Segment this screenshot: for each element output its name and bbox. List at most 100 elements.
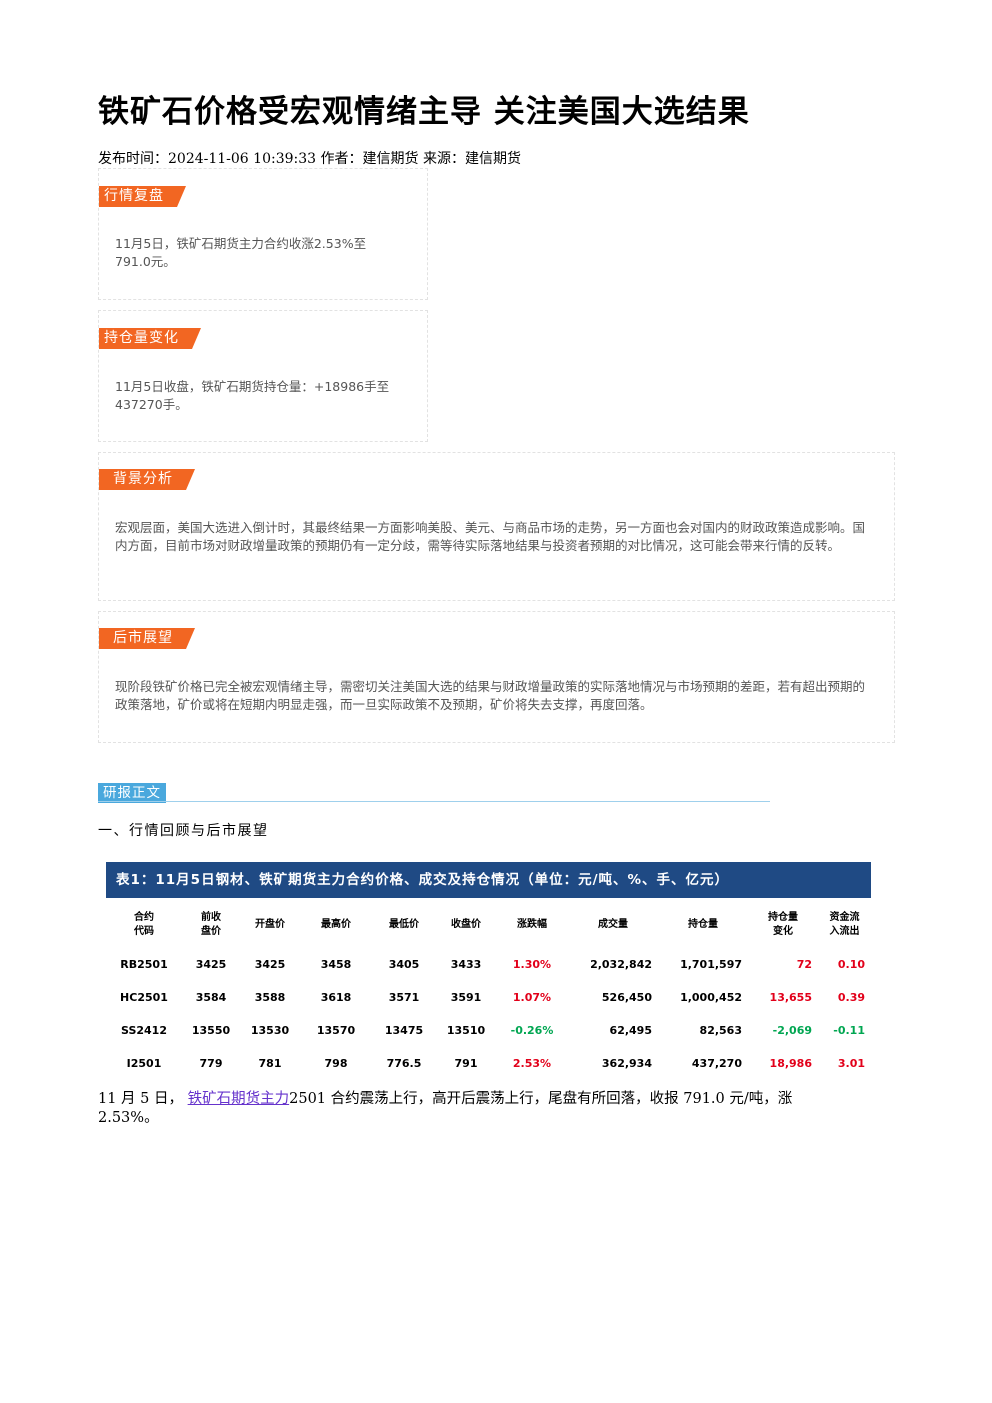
position-change-line-1: 11月5日收盘，铁矿石期货持仓量：+18986手至 bbox=[115, 379, 390, 394]
outlook-tag: 后市展望 bbox=[99, 628, 195, 649]
position-change-tag: 持仓量变化 bbox=[99, 328, 201, 349]
table-cell-high: 3458 bbox=[320, 958, 352, 971]
table-cell-low: 3571 bbox=[388, 991, 420, 1004]
table-cell-prev: 3425 bbox=[195, 958, 227, 971]
table-header-text: 盘价 bbox=[201, 926, 221, 937]
position-change-text: 11月5日收盘，铁矿石期货持仓量：+18986手至 437270手。 bbox=[115, 378, 415, 413]
table-header-text: 持仓量 bbox=[768, 912, 798, 923]
table-cell-open: 781 bbox=[258, 1057, 282, 1070]
table-cell-code: HC2501 bbox=[120, 991, 168, 1004]
table-header-cell: 涨跌幅 bbox=[496, 902, 568, 948]
table-header-text: 资金流 bbox=[829, 912, 860, 923]
table-cell-oi: 437,270 bbox=[691, 1057, 742, 1070]
report-body-tag: 研报正文 bbox=[98, 783, 166, 803]
table-cell-close: 3433 bbox=[450, 958, 482, 971]
table-cell-code: SS2412 bbox=[121, 1024, 167, 1037]
table-header-text: 入流出 bbox=[829, 926, 860, 937]
outlook-box: 后市展望 现阶段铁矿价格已完全被宏观情绪主导，需密切关注美国大选的结果与财政增量… bbox=[98, 611, 895, 743]
table-cell-chg: 1.30% bbox=[512, 958, 552, 971]
position-change-box: 持仓量变化 11月5日收盘，铁矿石期货持仓量：+18986手至 437270手。 bbox=[98, 310, 428, 442]
table-header-cell: 最低价 bbox=[372, 902, 436, 948]
table-header-row: 合约 代码 前收 盘价 开盘价 最高价 最低价 收盘价 涨跌幅 成交量 持仓量 持仓量 变化 资金流 入流出 bbox=[106, 902, 871, 948]
table-header-cell: 持仓量 bbox=[658, 902, 748, 948]
table-cell-vol: 2,032,842 bbox=[590, 958, 652, 971]
table-cell-chg: 2.53% bbox=[512, 1057, 552, 1070]
table-header-cell: 开盘价 bbox=[240, 902, 300, 948]
outlook-text: 现阶段铁矿价格已完全被宏观情绪主导，需密切关注美国大选的结果与财政增量政策的实际… bbox=[115, 679, 866, 712]
table-header-cell: 合约 代码 bbox=[106, 902, 182, 948]
table-header-cell: 资金流 入流出 bbox=[818, 902, 871, 948]
iron-ore-futures-link[interactable]: 铁矿石期货主力 bbox=[187, 1091, 290, 1107]
table-header-text: 最低价 bbox=[389, 919, 419, 930]
table-cell-close: 791 bbox=[454, 1057, 478, 1070]
market-review-line-1: 11月5日，铁矿石期货主力合约收涨2.53%至 bbox=[115, 236, 367, 251]
table-header-text: 涨跌幅 bbox=[517, 919, 547, 930]
position-change-line-2: 437270手。 bbox=[115, 396, 188, 412]
table-header-text: 代码 bbox=[134, 926, 154, 937]
body-suffix-line-2: 2.53%。 bbox=[98, 1110, 159, 1126]
background-box: 背景分析 宏观层面，美国大选进入倒计时，其最终结果一方面影响美股、美元、与商品市… bbox=[98, 452, 895, 601]
table-header-text: 持仓量 bbox=[688, 919, 718, 930]
futures-table: 合约 代码 前收 盘价 开盘价 最高价 最低价 收盘价 涨跌幅 成交量 持仓量 持仓量 变化 资金流 入流出… bbox=[106, 902, 871, 1080]
table-header-text: 收盘价 bbox=[451, 919, 481, 930]
table-cell-open: 13530 bbox=[250, 1024, 290, 1037]
section-heading: 一、行情回顾与后市展望 bbox=[98, 823, 269, 839]
article-meta: 发布时间：2024-11-06 10:39:33 作者：建信期货 来源：建信期货 bbox=[98, 151, 521, 167]
table-cell-flow: 0.39 bbox=[837, 991, 865, 1004]
table-cell-vol: 362,934 bbox=[601, 1057, 652, 1070]
table-cell-vol: 62,495 bbox=[609, 1024, 652, 1037]
table-cell-low: 3405 bbox=[388, 958, 420, 971]
table-header-cell: 持仓量 变化 bbox=[748, 902, 818, 948]
market-review-line-2: 791.0元。 bbox=[115, 253, 176, 269]
table-cell-chg: 1.07% bbox=[512, 991, 552, 1004]
table-cell-vol: 526,450 bbox=[601, 991, 652, 1004]
table-row: I2501 779 781 798 776.5 791 2.53% 362,934 437,27… bbox=[106, 1047, 871, 1080]
table-cell-oi-chg: 13,655 bbox=[769, 991, 812, 1004]
table-cell-close: 3591 bbox=[450, 991, 482, 1004]
table-header-cell: 最高价 bbox=[300, 902, 372, 948]
table-cell-code: I2501 bbox=[126, 1057, 162, 1070]
table-row: SS2412 13550 13530 13570 13475 13510 -0.26% 62,… bbox=[106, 1014, 871, 1047]
table-header-cell: 前收 盘价 bbox=[182, 902, 240, 948]
table-cell-flow: 3.01 bbox=[837, 1057, 865, 1070]
table-cell-close: 13510 bbox=[446, 1024, 486, 1037]
table-header-text: 变化 bbox=[773, 926, 793, 937]
table-cell-low: 13475 bbox=[384, 1024, 424, 1037]
table-cell-high: 798 bbox=[324, 1057, 348, 1070]
table-cell-oi: 1,701,597 bbox=[680, 958, 742, 971]
table-cell-flow: 0.10 bbox=[837, 958, 865, 971]
table-row: HC2501 3584 3588 3618 3571 3591 1.07% 526,450 1,… bbox=[106, 981, 871, 1014]
market-review-text: 11月5日，铁矿石期货主力合约收涨2.53%至 791.0元。 bbox=[115, 235, 415, 270]
table-cell-high: 3618 bbox=[320, 991, 352, 1004]
table-header-text: 最高价 bbox=[321, 919, 351, 930]
report-divider bbox=[98, 801, 770, 802]
table-cell-open: 3588 bbox=[254, 991, 286, 1004]
table-cell-oi: 82,563 bbox=[699, 1024, 742, 1037]
body-prefix: 11 月 5 日， bbox=[98, 1091, 184, 1107]
market-review-tag: 行情复盘 bbox=[99, 186, 186, 207]
table-header-cell: 成交量 bbox=[568, 902, 658, 948]
table-cell-chg: -0.26% bbox=[510, 1024, 554, 1037]
table-cell-open: 3425 bbox=[254, 958, 286, 971]
background-tag: 背景分析 bbox=[99, 469, 195, 490]
market-review-box: 行情复盘 11月5日，铁矿石期货主力合约收涨2.53%至 791.0元。 bbox=[98, 168, 428, 300]
table-header-text: 合约 bbox=[134, 912, 154, 923]
table-cell-low: 776.5 bbox=[386, 1057, 422, 1070]
table-cell-oi-chg: 72 bbox=[796, 958, 812, 971]
table-cell-oi: 1,000,452 bbox=[680, 991, 742, 1004]
table-cell-code: RB2501 bbox=[120, 958, 168, 971]
table-cell-oi-chg: 18,986 bbox=[769, 1057, 812, 1070]
article-title: 铁矿石价格受宏观情绪主导 关注美国大选结果 bbox=[98, 94, 750, 130]
table-header-text: 前收 bbox=[201, 912, 221, 923]
table-header-cell: 收盘价 bbox=[436, 902, 496, 948]
table-header-text: 成交量 bbox=[598, 919, 628, 930]
background-text: 宏观层面，美国大选进入倒计时，其最终结果一方面影响美股、美元、与商品市场的走势，… bbox=[115, 520, 866, 553]
table-cell-prev: 3584 bbox=[195, 991, 227, 1004]
body-suffix: 2501 合约震荡上行，高开后震荡上行，尾盘有所回落，收报 791.0 元/吨，… bbox=[289, 1091, 793, 1107]
table-cell-prev: 13550 bbox=[191, 1024, 231, 1037]
body-paragraph: 11 月 5 日， 铁矿石期货主力2501 合约震荡上行，高开后震荡上行，尾盘有… bbox=[98, 1090, 848, 1128]
table-cell-high: 13570 bbox=[316, 1024, 356, 1037]
table-cell-flow: -0.11 bbox=[833, 1024, 865, 1037]
table-header-text: 开盘价 bbox=[255, 919, 285, 930]
table-caption: 表1：11月5日钢材、铁矿期货主力合约价格、成交及持仓情况（单位：元/吨、%、手… bbox=[106, 862, 871, 898]
